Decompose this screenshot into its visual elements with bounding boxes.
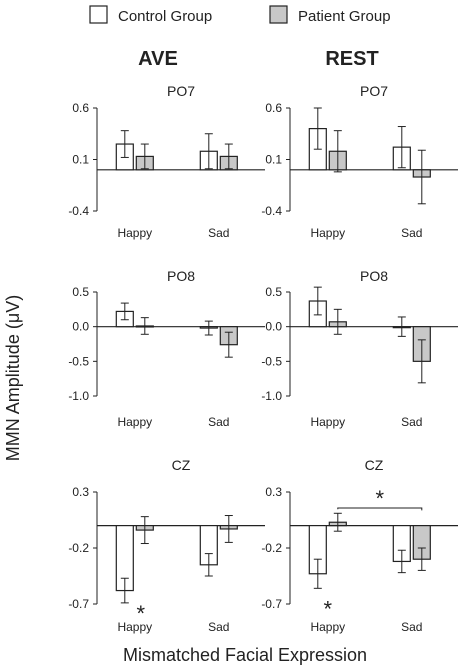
y-tick-label: -0.2 (68, 541, 89, 555)
legend-swatch-patient (269, 5, 288, 24)
y-tick-label: 0.6 (72, 101, 89, 115)
legend-label-patient: Patient Group (298, 8, 391, 25)
category-label: Sad (401, 226, 422, 240)
legend-label-control: Control Group (118, 8, 212, 25)
panel-title: PO8 (167, 268, 195, 284)
chart-panel-ave-po7: PO7 0.6 0.1 -0.4 Happy Sad (68, 83, 265, 240)
y-tick-label: -1.0 (68, 389, 89, 403)
category-label: Happy (310, 226, 345, 240)
chart-panel-rest-cz: CZ 0.3 -0.2 -0.7 Happy Sad * * (261, 457, 458, 634)
y-tick-label: -0.5 (261, 354, 282, 368)
y-tick-label: 0.1 (265, 153, 282, 167)
category-label: Sad (208, 226, 229, 240)
chart-panel-ave-cz: CZ 0.3 -0.2 -0.7 Happy Sad * (68, 457, 265, 634)
chart-panel-ave-po8: PO8 0.5 0.0 -0.5 -1.0 Happy Sad (68, 268, 265, 429)
column-title-ave: AVE (138, 48, 178, 70)
significance-star: * (324, 596, 333, 621)
y-tick-label: 0.5 (265, 285, 282, 299)
category-label: Sad (401, 620, 422, 634)
panel-title: CZ (365, 457, 384, 473)
significance-star: * (137, 601, 146, 626)
y-tick-label: 0.3 (72, 485, 89, 499)
chart-panel-rest-po7: PO7 0.6 0.1 -0.4 Happy Sad (261, 83, 458, 240)
chart-panel-rest-po8: PO8 0.5 0.0 -0.5 -1.0 Happy Sad (261, 268, 458, 429)
y-tick-label: -0.5 (68, 354, 89, 368)
category-label: Sad (208, 620, 229, 634)
significance-bracket (337, 507, 423, 511)
panel-title: CZ (172, 457, 191, 473)
y-tick-label: -0.7 (261, 597, 282, 611)
category-label: Happy (117, 620, 152, 634)
y-axis-title: MMN Amplitude (μV) (3, 295, 23, 461)
chart-panels: PO7 0.6 0.1 -0.4 Happy Sad PO7 0.6 0.1 -0.4 Happy S… (68, 83, 458, 634)
y-tick-label: -0.4 (261, 204, 282, 218)
y-tick-label: -0.7 (68, 597, 89, 611)
panel-title: PO7 (360, 83, 388, 99)
y-tick-label: -0.2 (261, 541, 282, 555)
y-tick-label: 0.0 (72, 320, 89, 334)
category-label: Sad (208, 415, 229, 429)
x-axis-title: Mismatched Facial Expression (123, 645, 367, 665)
y-tick-label: 0.0 (265, 320, 282, 334)
y-tick-label: -0.4 (68, 204, 89, 218)
y-tick-label: 0.5 (72, 285, 89, 299)
column-title-rest: REST (325, 48, 378, 70)
y-tick-label: 0.3 (265, 485, 282, 499)
category-label: Happy (117, 415, 152, 429)
legend: Control Group Patient Group (89, 5, 391, 25)
category-label: Happy (310, 415, 345, 429)
panel-title: PO7 (167, 83, 195, 99)
category-label: Sad (401, 415, 422, 429)
y-tick-label: 0.6 (265, 101, 282, 115)
category-label: Happy (117, 226, 152, 240)
panel-title: PO8 (360, 268, 388, 284)
legend-swatch-control (89, 5, 108, 24)
y-tick-label: -1.0 (261, 389, 282, 403)
category-label: Happy (310, 620, 345, 634)
significance-star: * (376, 486, 385, 511)
y-tick-label: 0.1 (72, 153, 89, 167)
